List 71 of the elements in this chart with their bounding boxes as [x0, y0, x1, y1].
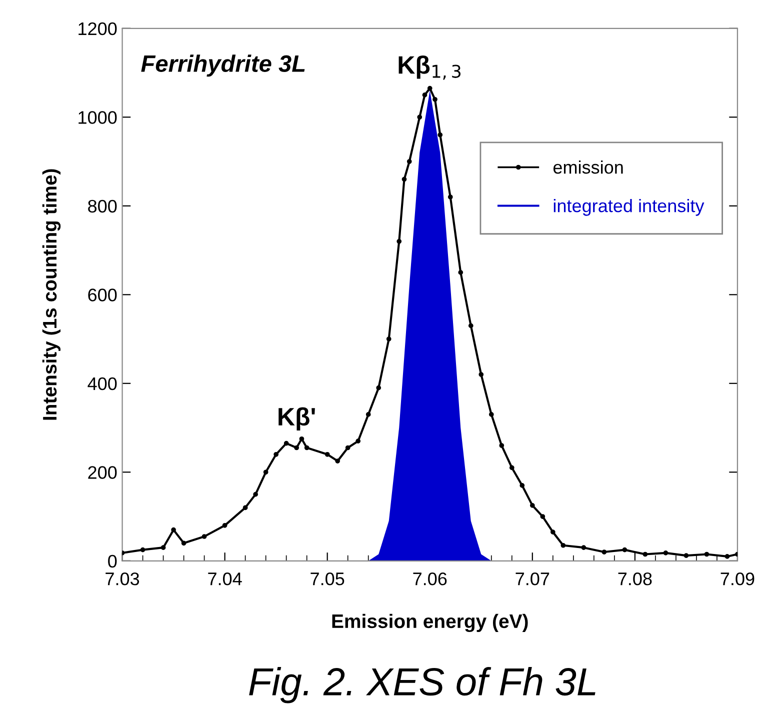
point [417, 114, 422, 120]
point [602, 550, 607, 554]
point [684, 553, 689, 558]
point [160, 545, 166, 550]
annotation: Kβ' [278, 407, 315, 431]
point [366, 412, 371, 417]
x-tick-label: 7.06 [413, 572, 447, 586]
point [520, 483, 525, 488]
y-tick-label: 1200 [78, 22, 117, 36]
point [478, 372, 484, 377]
y-tick-label: 800 [88, 200, 117, 213]
point [242, 505, 248, 510]
point [171, 527, 176, 532]
x-tick-label: 7.08 [618, 572, 652, 586]
point [386, 336, 392, 342]
point [432, 96, 438, 102]
point [663, 550, 668, 556]
point [560, 542, 566, 548]
y-tick-label: 0 [108, 554, 117, 568]
y-axis-title: Intensity (1s counting time) [42, 169, 61, 420]
point [499, 443, 504, 448]
point [642, 552, 648, 557]
point [202, 534, 207, 539]
point [294, 445, 300, 450]
point [253, 492, 258, 497]
point [263, 470, 268, 475]
point [304, 445, 310, 450]
point [396, 238, 402, 244]
point [458, 270, 464, 275]
point [622, 547, 628, 552]
point [724, 554, 730, 559]
point [324, 452, 330, 457]
point [222, 522, 228, 528]
point [509, 465, 514, 470]
point [438, 132, 443, 138]
legend-label: integrated intensity [554, 198, 704, 216]
caption: Fig. 2. XES of Fh 3L [249, 667, 596, 704]
x-tick-label: 7.09 [720, 572, 754, 586]
point [335, 458, 340, 464]
x-tick-label: 7.07 [516, 572, 550, 586]
y-tick-label: 600 [88, 288, 117, 302]
point [274, 452, 278, 457]
point [530, 503, 535, 508]
point [284, 440, 289, 446]
point [448, 194, 453, 200]
y-tick-label: 200 [88, 466, 117, 479]
point [356, 438, 361, 444]
point [181, 540, 186, 546]
point [406, 159, 412, 164]
y-tick-label: 400 [88, 377, 117, 390]
x-tick-label: 7.05 [310, 572, 344, 586]
y-tick-label: 1000 [78, 111, 117, 124]
point [422, 92, 428, 98]
point [488, 412, 494, 417]
legend-label: emission [553, 160, 623, 174]
point [427, 86, 432, 91]
point [540, 514, 546, 519]
point [704, 552, 710, 557]
point [468, 323, 474, 328]
x-tick-label: 7.03 [106, 572, 140, 586]
point [299, 436, 304, 442]
point [402, 176, 407, 182]
x-axis-title: Emission energy (eV) [332, 614, 528, 632]
point [581, 545, 586, 550]
point [140, 547, 146, 552]
annotation: Ferrihydrite 3L [141, 54, 305, 77]
point [345, 445, 350, 450]
point [550, 530, 556, 534]
point [376, 385, 382, 390]
annotation: Kβ$_{1,3}$ [398, 55, 461, 80]
x-tick-label: 7.04 [208, 572, 242, 586]
